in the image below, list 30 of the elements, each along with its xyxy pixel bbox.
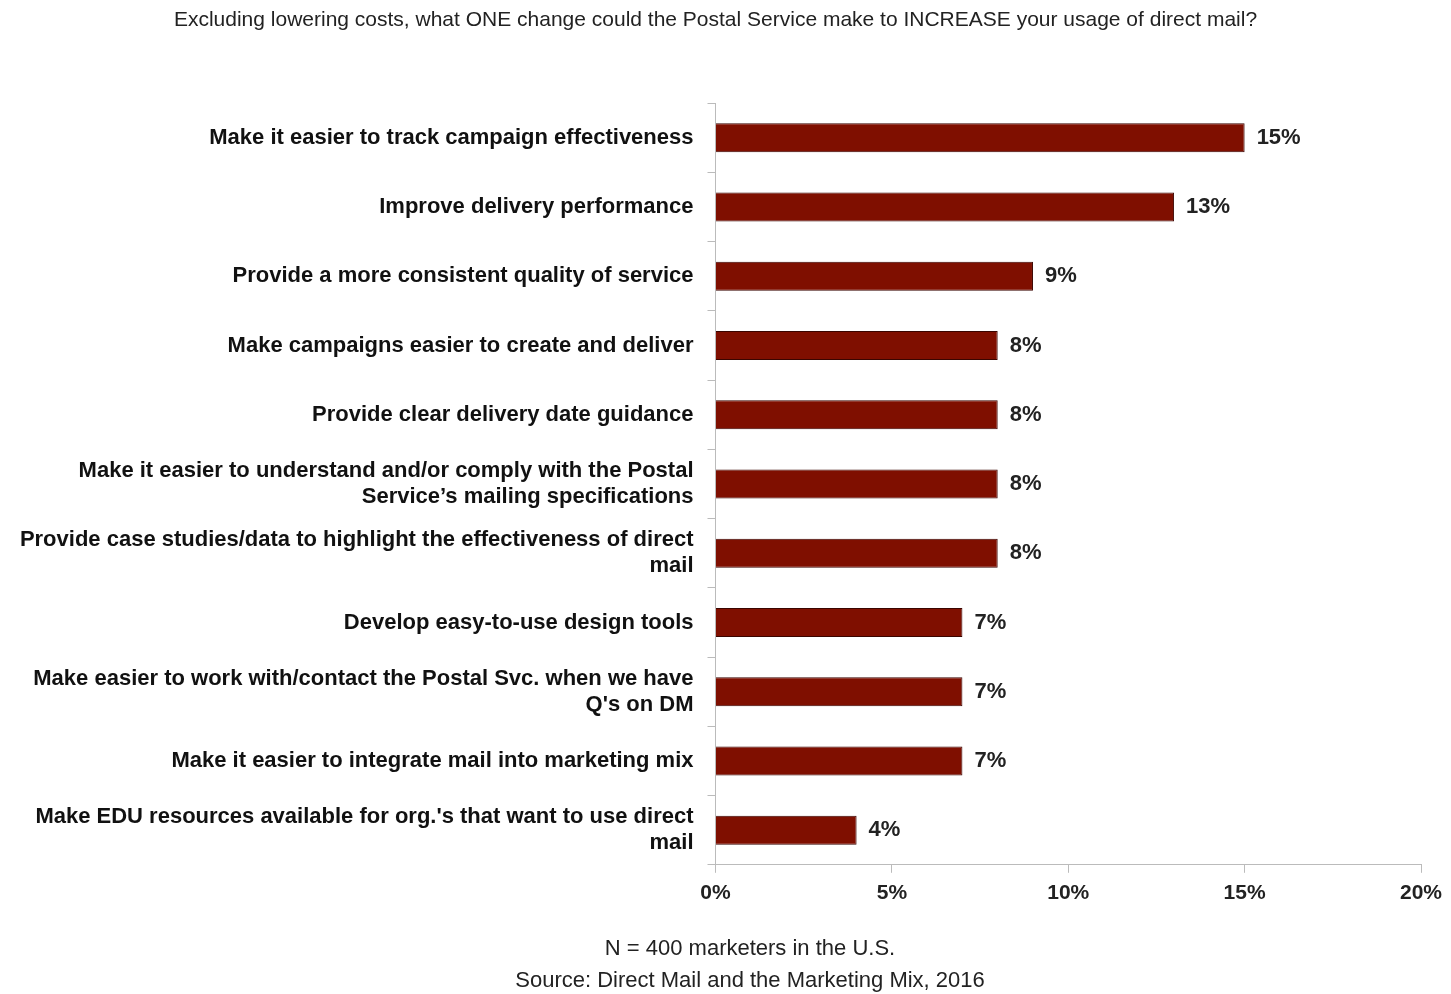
- y-tick-label: Make it easier to understand and/or comply with the Postal Service’s mailing specifications: [78, 456, 694, 509]
- y-tick-label: Provide clear delivery date guidance: [312, 400, 694, 426]
- y-tick-label: Provide case studies/data to highlight the effectiveness of direct mail: [19, 526, 695, 578]
- data-label: 7%: [974, 608, 1007, 634]
- x-tick-label: 5%: [876, 880, 908, 904]
- x-tick-label: 20%: [1399, 880, 1443, 904]
- y-tick-label: Make campaigns easier to create and deliver: [227, 331, 694, 357]
- y-tick-label: Improve delivery performance: [379, 193, 694, 219]
- data-label: 7%: [974, 747, 1007, 773]
- data-label: 8%: [1009, 331, 1042, 357]
- x-tick-label: 10%: [1047, 880, 1090, 904]
- x-tick-label: 15%: [1223, 880, 1266, 904]
- y-tick-label: Develop easy-to-use design tools: [343, 608, 694, 634]
- y-tick-label: Provide a more consistent quality of service: [232, 262, 694, 288]
- data-label: 4%: [868, 816, 901, 842]
- y-tick-label: Make EDU resources available for org.'s that want to use direct mail: [35, 803, 695, 855]
- y-tick-label: Make easier to work with/contact the Postal Svc. when we have Q's on DM: [33, 664, 694, 716]
- text: N = 400 marketers in the U.S.: [604, 935, 896, 960]
- data-label: 15%: [1256, 123, 1301, 149]
- x-tick-label: 0%: [700, 880, 731, 904]
- source-note: Source: Direct Mail and the Marketing Mix, 2016: [515, 967, 985, 992]
- y-tick-label: Make it easier to integrate mail into marketing mix: [171, 747, 695, 773]
- data-label: 7%: [974, 677, 1007, 703]
- data-label: 9%: [1044, 262, 1077, 288]
- data-label: 8%: [1009, 400, 1042, 426]
- y-tick-label: Make it easier to track campaign effectiveness: [209, 123, 694, 149]
- data-label: 8%: [1009, 539, 1042, 565]
- data-label: 8%: [1009, 470, 1042, 496]
- chart-title: Excluding lowering costs, what ONE change could the Postal Service make to INCREASE your usage of direct mail?: [173, 7, 1258, 31]
- data-label: 13%: [1186, 193, 1231, 219]
